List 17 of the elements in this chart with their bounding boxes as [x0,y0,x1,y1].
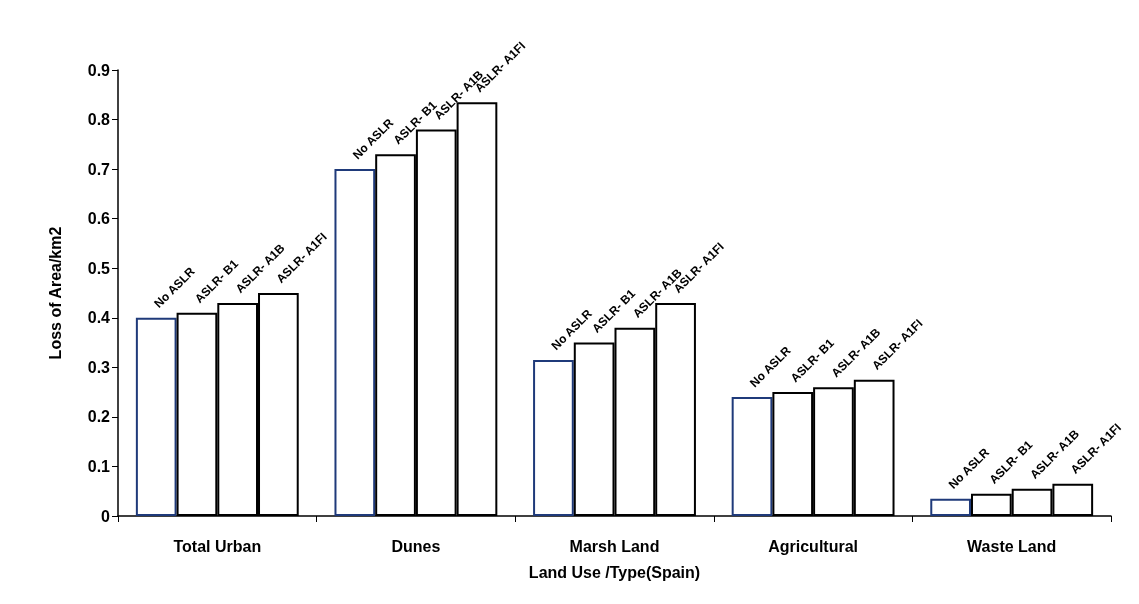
x-tick-label: Marsh Land [569,537,660,555]
y-tick-label: 0.8 [87,111,111,129]
x-tick-label: Waste Land [967,537,1057,555]
y-tick-label: 0 [101,507,111,525]
y-tick-label: 0.6 [87,210,111,228]
y-tick-label: 0.5 [87,259,111,277]
y-tick-label: 0.4 [87,309,111,327]
x-tick-label: Agricultural [768,537,858,555]
x-tick-label: Dunes [391,537,441,555]
x-tick-label: Total Urban [173,537,262,555]
y-tick-label: 0.3 [87,358,111,376]
x-axis-title: Land Use /Type(Spain) [528,563,701,581]
y-tick-label: 0.7 [87,160,111,178]
y-tick-label: 0.1 [87,457,111,475]
y-tick-label: 0.2 [87,408,111,426]
y-tick-label: 0.9 [87,61,111,79]
y-axis-title: Loss of Area/km2 [46,226,64,360]
